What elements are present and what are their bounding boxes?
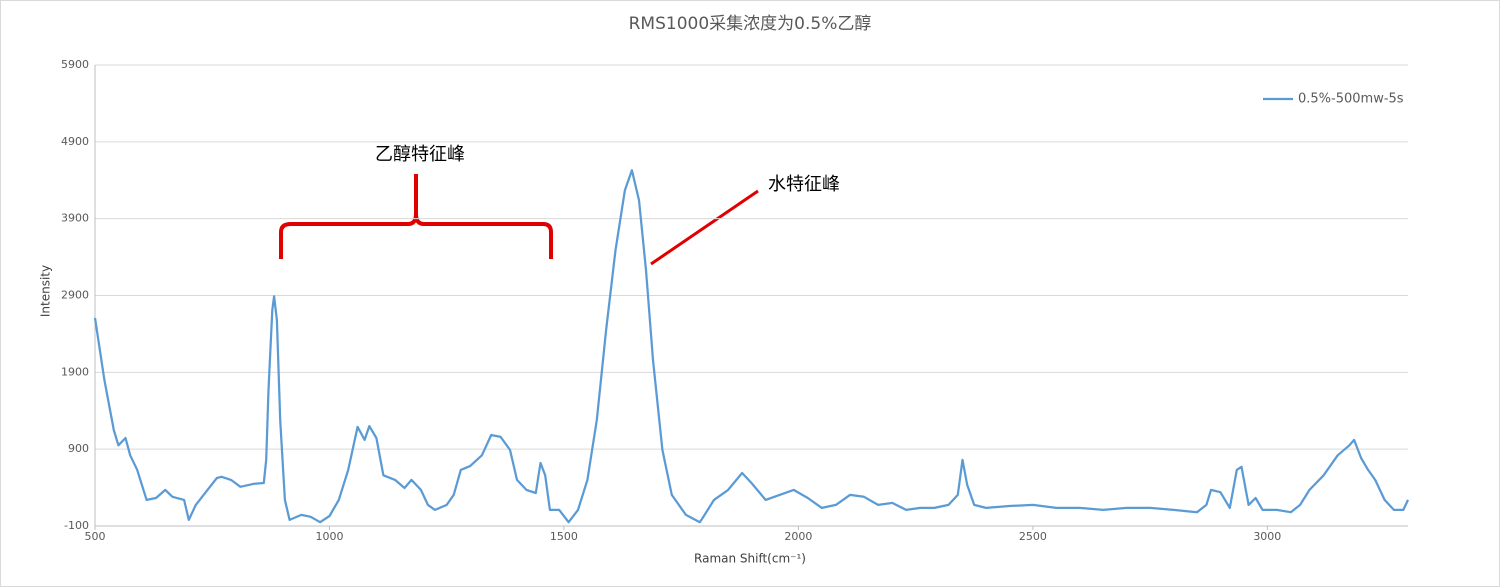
x-tick-label: 500 (85, 530, 106, 543)
x-tick-label: 3000 (1253, 530, 1281, 543)
y-tick-label: -100 (64, 519, 89, 532)
x-tick-label: 1500 (550, 530, 578, 543)
y-tick-label: 900 (68, 442, 89, 455)
x-tick-label: 1000 (315, 530, 343, 543)
y-axis-title: Intensity (39, 265, 53, 317)
y-tick-label: 5900 (61, 58, 89, 71)
annotation: 水特征峰 (768, 174, 840, 195)
water-pointer (650, 189, 759, 266)
data-line (93, 169, 1410, 524)
annotation: 乙醇特征峰 (375, 144, 465, 165)
x-tick-label: 2500 (1019, 530, 1047, 543)
x-axis-title: Raman Shift(cm⁻¹) (694, 552, 806, 566)
ethanol-bracket (279, 174, 553, 259)
y-tick-label: 3900 (61, 212, 89, 225)
y-tick-label: 1900 (61, 365, 89, 378)
legend-label: 0.5%-500mw-5s (1298, 92, 1404, 107)
x-tick-label: 2000 (784, 530, 812, 543)
y-tick-label: 4900 (61, 135, 89, 148)
y-tick-label: 2900 (61, 289, 89, 302)
chart-title: RMS1000采集浓度为0.5%乙醇 (629, 14, 872, 34)
